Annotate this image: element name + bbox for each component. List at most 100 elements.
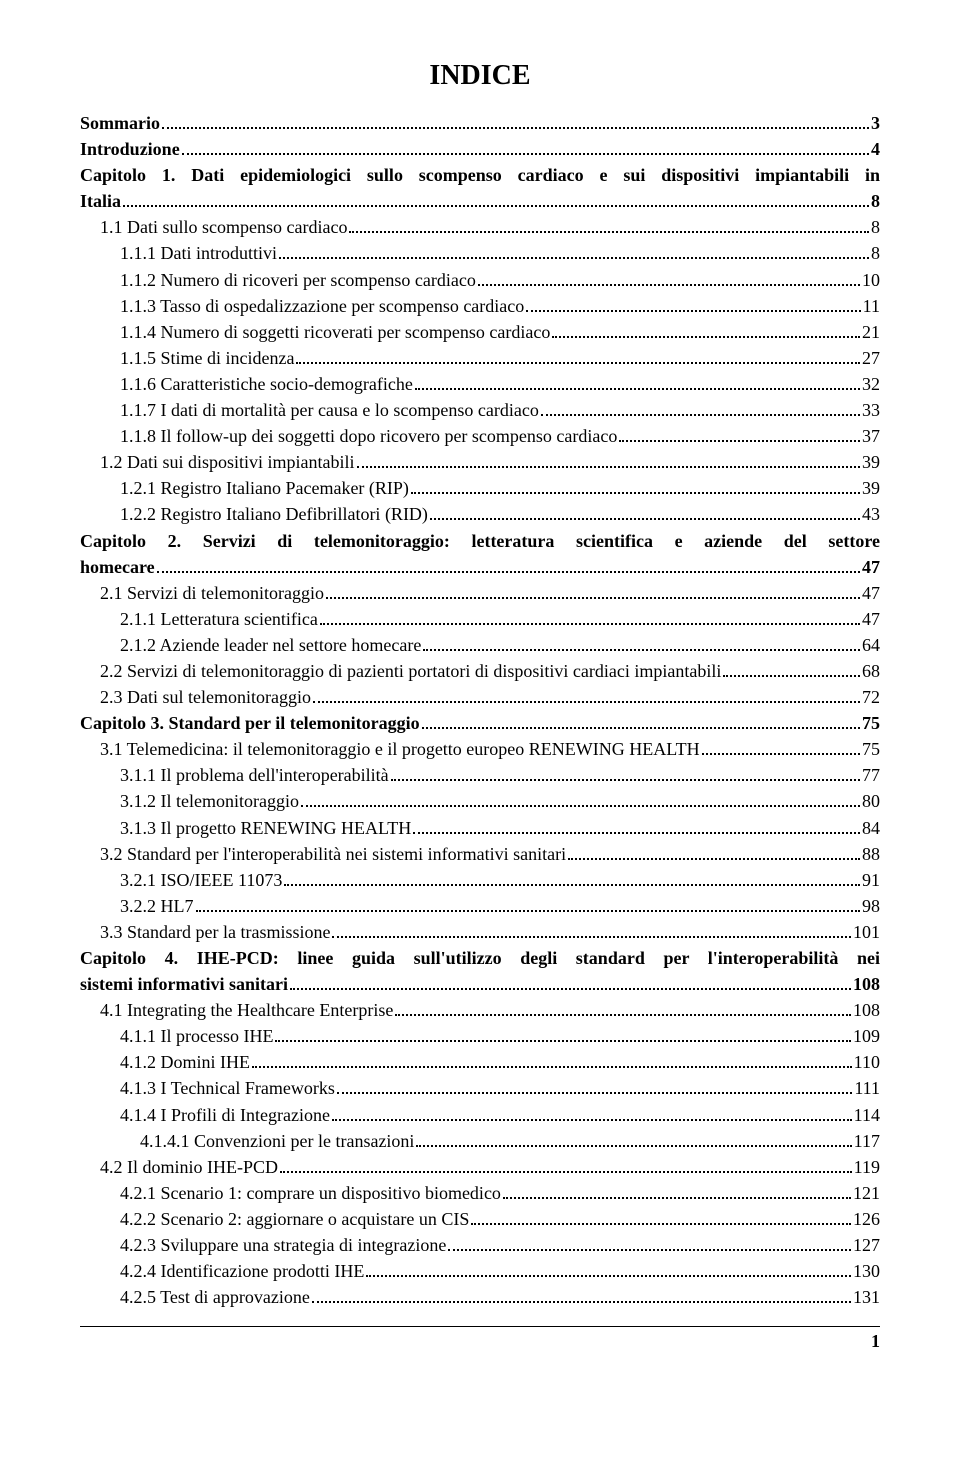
toc-entry-label: 4.2.5 Test di approvazione	[120, 1284, 310, 1310]
toc-entry-label: 2.3 Dati sul telemonitoraggio	[100, 684, 311, 710]
toc-entry-label: 1.1.8 Il follow-up dei soggetti dopo ric…	[120, 423, 617, 449]
footer-page-number: 1	[80, 1331, 880, 1352]
toc-entry: homecare47	[80, 554, 880, 580]
toc-entry-page: 108	[853, 971, 880, 997]
toc-entry: 4.1.4.1 Convenzioni per le transazioni 11…	[80, 1128, 880, 1154]
toc-entry-page: 98	[862, 893, 880, 919]
toc-entry-page: 111	[854, 1075, 880, 1101]
toc-entry-page: 91	[862, 867, 880, 893]
toc-dot-leader	[280, 1159, 852, 1173]
toc-entry-label: 1.2 Dati sui dispositivi impiantabili	[100, 449, 355, 475]
toc-entry: 1.1.2 Numero di ricoveri per scompenso c…	[80, 267, 880, 293]
toc-dot-leader	[357, 455, 861, 469]
toc-entry-page: 109	[853, 1023, 880, 1049]
toc-entry-page: 131	[853, 1284, 880, 1310]
toc-entry-label: 3.1.3 Il progetto RENEWING HEALTH	[120, 815, 411, 841]
toc-entry: 1.2.1 Registro Italiano Pacemaker (RIP)3…	[80, 475, 880, 501]
toc-entry-label: 2.2 Servizi di telemonitoraggio di pazie…	[100, 658, 721, 684]
toc-entry: 2.1 Servizi di telemonitoraggio 47	[80, 580, 880, 606]
toc-entry-page: 21	[862, 319, 880, 345]
toc-entry-label: Sommario	[80, 110, 160, 136]
toc-entry: 2.1.2 Aziende leader nel settore homecar…	[80, 632, 880, 658]
toc-entry-page: 68	[862, 658, 880, 684]
toc-entry-page: 80	[862, 788, 880, 814]
toc-entry: 1.1 Dati sullo scompenso cardiaco8	[80, 214, 880, 240]
toc-entry: 4.1.1 Il processo IHE109	[80, 1023, 880, 1049]
toc-entry-page: 114	[854, 1102, 880, 1128]
toc-dot-leader	[422, 715, 860, 729]
toc-entry-page: 88	[862, 841, 880, 867]
toc-entry-label: 1.1.3 Tasso di ospedalizzazione per scom…	[120, 293, 524, 319]
toc-dot-leader	[619, 428, 860, 442]
toc-entry-page: 119	[854, 1154, 880, 1180]
toc-entry-page: 39	[862, 475, 880, 501]
toc-dot-leader	[415, 376, 860, 390]
toc-entry-page: 47	[862, 606, 880, 632]
toc-entry: 3.2.2 HL798	[80, 893, 880, 919]
toc-dot-leader	[284, 872, 860, 886]
toc-entry-label: 3.1.1 Il problema dell'interoperabilità	[120, 762, 389, 788]
toc-dot-leader	[471, 1211, 851, 1225]
footer-rule	[80, 1326, 880, 1327]
toc-dot-leader	[332, 924, 851, 938]
toc-dot-leader	[411, 481, 860, 495]
toc-dot-leader	[320, 611, 860, 625]
toc-entry-page: 84	[862, 815, 880, 841]
toc-entry: 4.2.4 Identificazione prodotti IHE 130	[80, 1258, 880, 1284]
toc-dot-leader	[423, 637, 860, 651]
toc-dot-leader	[478, 272, 860, 286]
toc-entry-label: 3.2 Standard per l'interoperabilità nei …	[100, 841, 566, 867]
toc-entry: 4.2.5 Test di approvazione 131	[80, 1284, 880, 1310]
toc-entry-page: 117	[854, 1128, 880, 1154]
toc-entry-label: 1.1 Dati sullo scompenso cardiaco	[100, 214, 347, 240]
toc-dot-leader	[312, 1290, 851, 1304]
toc-entry-label: 3.3 Standard per la trasmissione	[100, 919, 330, 945]
toc-entry-label: Capitolo 3. Standard per il telemonitora…	[80, 710, 420, 736]
toc-dot-leader	[448, 1237, 851, 1251]
toc-dot-leader	[301, 794, 860, 808]
toc-entry-label: 2.1 Servizi di telemonitoraggio	[100, 580, 324, 606]
toc-dot-leader	[541, 402, 860, 416]
toc-dot-leader	[416, 1133, 851, 1147]
toc-entry-label: 1.1.1 Dati introduttivi	[120, 240, 277, 266]
toc-dot-leader	[413, 820, 860, 834]
toc-entry-label: 4.1.4.1 Convenzioni per le transazioni	[140, 1128, 414, 1154]
toc-entry-page: 127	[853, 1232, 880, 1258]
toc-entry-label: 3.1.2 Il telemonitoraggio	[120, 788, 299, 814]
toc-entry: 3.1.2 Il telemonitoraggio 80	[80, 788, 880, 814]
toc-dot-leader	[123, 194, 869, 208]
toc-dot-leader	[366, 1263, 851, 1277]
toc-entry: 1.1.6 Caratteristiche socio-demografiche…	[80, 371, 880, 397]
toc-entry-label: Italia	[80, 188, 121, 214]
toc-entry-label: 4.2.4 Identificazione prodotti IHE	[120, 1258, 364, 1284]
toc-heading-line: Capitolo 1. Dati epidemiologici sullo sc…	[80, 162, 880, 188]
toc-entry-page: 75	[862, 736, 880, 762]
toc-entry: 1.1.3 Tasso di ospedalizzazione per scom…	[80, 293, 880, 319]
toc-title: INDICE	[80, 60, 880, 92]
toc-dot-leader	[162, 115, 869, 129]
toc-entry: 3.1 Telemedicina: il telemonitoraggio e …	[80, 736, 880, 762]
document-page: INDICE Sommario3Introduzione4Capitolo 1.…	[0, 0, 960, 1462]
toc-entry-page: 72	[862, 684, 880, 710]
toc-entry: Capitolo 3. Standard per il telemonitora…	[80, 710, 880, 736]
toc-dot-leader	[296, 350, 860, 364]
toc-entry: 2.3 Dati sul telemonitoraggio 72	[80, 684, 880, 710]
toc-entry-page: 126	[853, 1206, 880, 1232]
toc-entry: 1.1.8 Il follow-up dei soggetti dopo ric…	[80, 423, 880, 449]
toc-dot-leader	[430, 507, 860, 521]
toc-dot-leader	[196, 898, 861, 912]
toc-entry: Sommario3	[80, 110, 880, 136]
toc-entry-page: 47	[862, 580, 880, 606]
toc-dot-leader	[568, 846, 860, 860]
toc-entry-label: 1.1.6 Caratteristiche socio-demografiche	[120, 371, 413, 397]
toc-entry-label: 4.2.3 Sviluppare una strategia di integr…	[120, 1232, 446, 1258]
toc-entry-label: 1.1.7 I dati di mortalità per causa e lo…	[120, 397, 539, 423]
toc-dot-leader	[326, 585, 860, 599]
toc-dot-leader	[290, 976, 851, 990]
toc-entry-page: 108	[853, 997, 880, 1023]
toc-container: Sommario3Introduzione4Capitolo 1. Dati e…	[80, 110, 880, 1310]
toc-entry: 3.2 Standard per l'interoperabilità nei …	[80, 841, 880, 867]
toc-entry-page: 39	[862, 449, 880, 475]
toc-entry-label: 4.1.4 I Profili di Integrazione	[120, 1102, 330, 1128]
toc-entry-page: 130	[853, 1258, 880, 1284]
